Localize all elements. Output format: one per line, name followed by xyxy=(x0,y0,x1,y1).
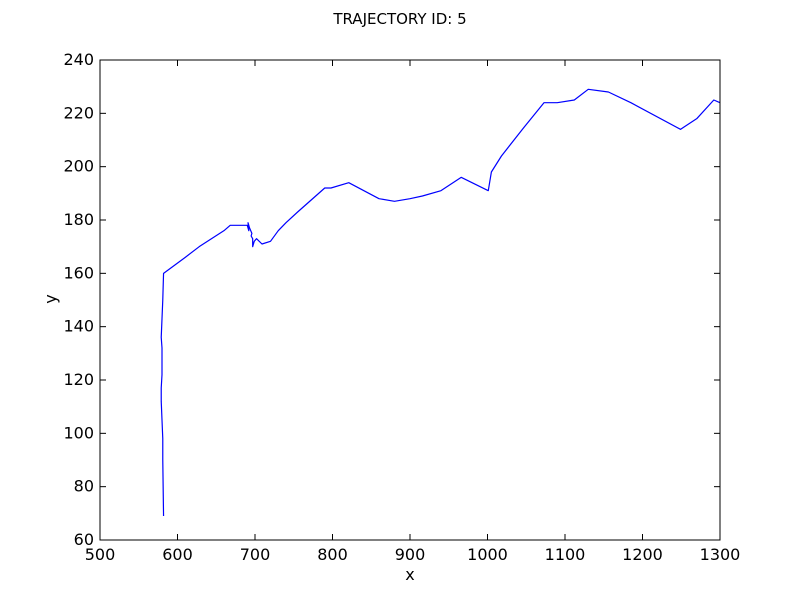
y-tick-label: 100 xyxy=(63,423,94,442)
y-tick-label: 120 xyxy=(63,370,94,389)
y-tick-label: 180 xyxy=(63,210,94,229)
y-axis-label: y xyxy=(41,294,60,303)
y-tick-label: 60 xyxy=(74,530,94,549)
x-axis-label: x xyxy=(405,565,414,584)
axis-ticks: 500 600 700 800 900 1000 1100 1200 1300 60 80 100 12… xyxy=(63,50,740,564)
plot-lines xyxy=(160,88,721,517)
y-tick-label: 240 xyxy=(63,50,94,69)
x-tick-label: 600 xyxy=(162,545,193,564)
y-tick-label: 220 xyxy=(63,103,94,122)
x-tick-label: 1200 xyxy=(622,545,663,564)
chart-title: TRAJECTORY ID: 5 xyxy=(332,10,466,28)
y-tick-label: 200 xyxy=(63,157,94,176)
series-line-1 xyxy=(160,88,721,517)
plot-frame xyxy=(99,59,721,541)
y-tick-label: 140 xyxy=(63,317,94,336)
y-tick-label: 160 xyxy=(63,263,94,282)
x-tick-label: 900 xyxy=(395,545,426,564)
x-tick-label: 1100 xyxy=(545,545,586,564)
x-tick-label: 1300 xyxy=(700,545,741,564)
x-tick-label: 800 xyxy=(317,545,348,564)
x-tick-label: 1000 xyxy=(467,545,508,564)
y-tick-label: 80 xyxy=(74,477,94,496)
x-tick-label: 700 xyxy=(240,545,271,564)
x-tick-label: 500 xyxy=(85,545,116,564)
